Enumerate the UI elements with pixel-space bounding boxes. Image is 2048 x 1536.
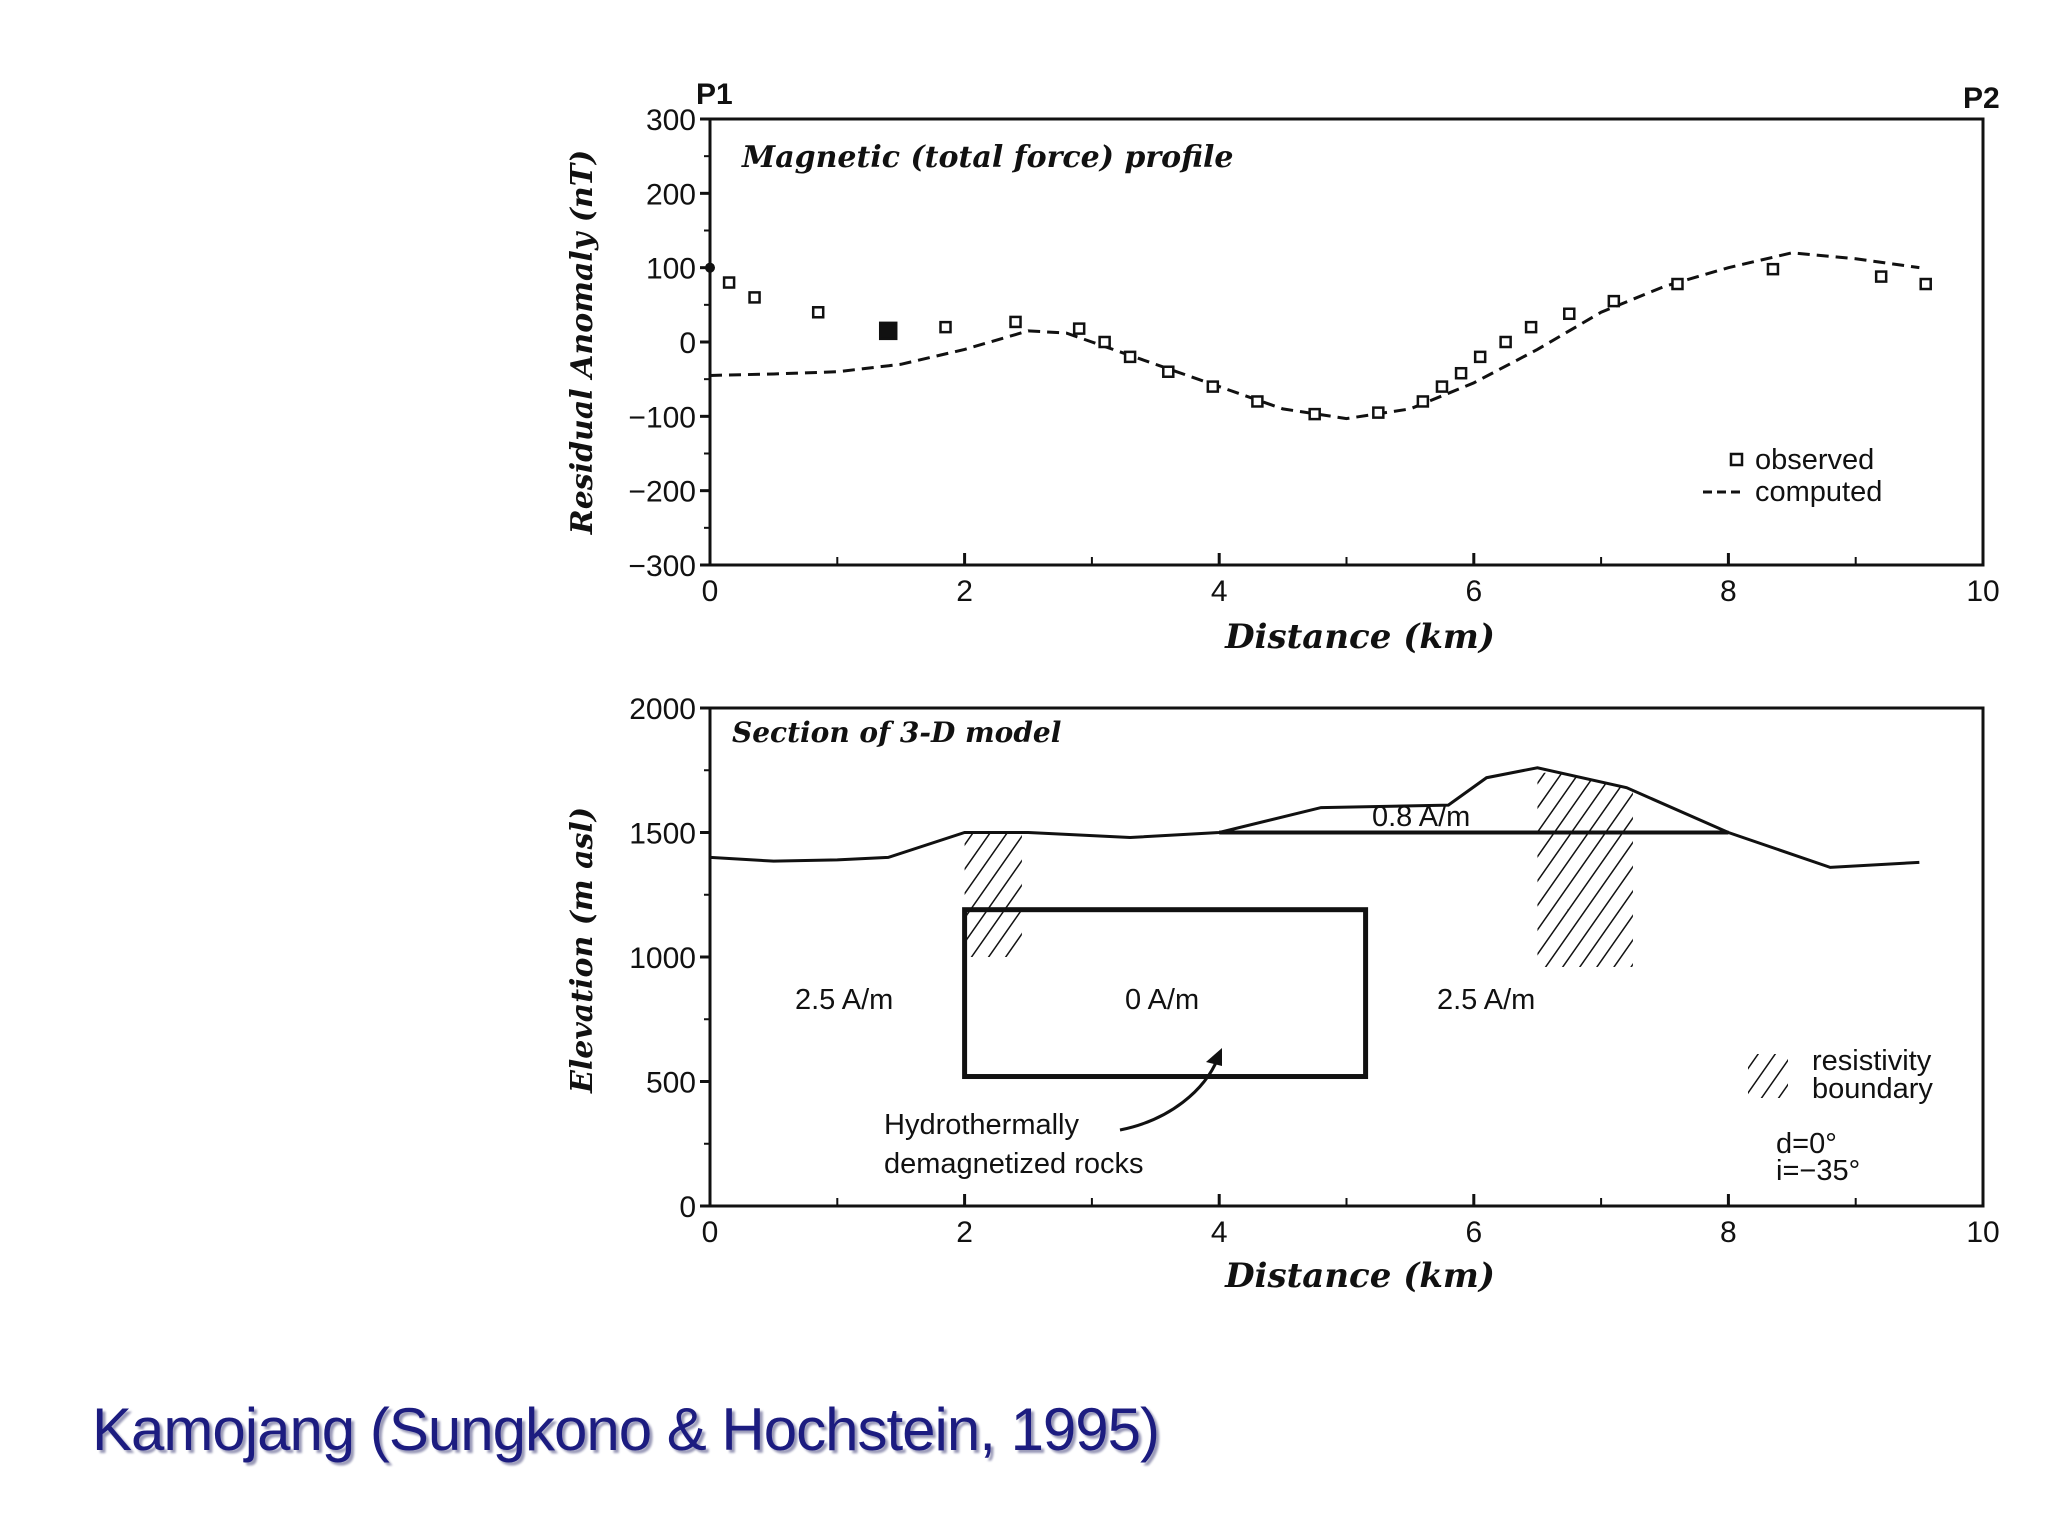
computed-line (709, 251, 1920, 421)
y-tick-label: 0 (679, 327, 696, 360)
y-axis-label: Elevation (m asl) (565, 807, 600, 1094)
observed-point (1607, 294, 1621, 308)
observed-point (811, 306, 825, 319)
body-annotation-line2: demagnetized rocks (884, 1148, 1144, 1180)
y-tick-label: 2000 (629, 693, 696, 726)
y-tick-label: 200 (646, 178, 696, 211)
legend-observed-marker (1729, 452, 1744, 467)
observed-point (1766, 262, 1780, 276)
x-tick-label: 4 (1211, 1216, 1228, 1249)
observed-point (1499, 335, 1512, 349)
x-tick-label: 10 (1966, 575, 1999, 608)
arrow-head (1206, 1048, 1222, 1066)
legend-observed-label: observed (1755, 444, 1874, 476)
x-tick-label: 8 (1720, 1216, 1737, 1249)
y-tick-label: 1000 (629, 942, 696, 975)
x-tick-label: 0 (702, 1216, 719, 1249)
label-p1: P1 (696, 78, 733, 111)
observed-point (1435, 380, 1449, 393)
y-tick-label: 300 (646, 104, 696, 137)
chart-title: Magnetic (total force) profile (741, 140, 1233, 175)
observed-point (878, 321, 898, 341)
observed-point (1473, 350, 1487, 364)
observed-point (722, 276, 736, 289)
observed-point (1563, 307, 1576, 321)
y-tick-label: −200 (628, 476, 696, 509)
demagnetized-body (962, 907, 1369, 1080)
y-tick-label: 0 (679, 1191, 696, 1224)
resistivity-boundary-hatch (1537, 772, 1633, 967)
annotation-arrow (1119, 1057, 1220, 1132)
layer-magnetization-label: 0.8 A/m (1372, 801, 1470, 833)
model-section-chart: 0 2 4 6 8 10 0 500 1000 1500 2000 Section of 3-D m… (565, 693, 2000, 1296)
observed-point (1072, 322, 1086, 335)
y-axis-label: Residual Anomaly (nT) (565, 150, 600, 535)
legend-resistivity-label-1: resistivity (1812, 1045, 1932, 1077)
observed-point (1308, 407, 1321, 421)
figure-caption: Kamojang (Sungkono & Hochstein, 1995) (92, 1396, 1160, 1463)
x-tick-label: 6 (1465, 575, 1482, 608)
label-p2: P2 (1963, 82, 2000, 115)
y-tick-label: −100 (628, 401, 696, 434)
y-tick-label: 1500 (629, 818, 696, 851)
legend-resistivity-label-2: boundary (1812, 1073, 1933, 1105)
observed-point (705, 262, 715, 273)
inclination-label: i=−35° (1776, 1155, 1860, 1187)
observed-point (1416, 395, 1430, 408)
legend-computed-label: computed (1755, 476, 1882, 508)
topography-line (709, 766, 1920, 869)
observed-point (1454, 366, 1468, 380)
x-tick-label: 2 (956, 1216, 973, 1249)
resistivity-boundary-hatch (964, 832, 1022, 957)
observed-point (1671, 277, 1684, 291)
x-tick-label: 4 (1211, 575, 1228, 608)
observed-point (1524, 320, 1538, 334)
legend: observed computed (1703, 444, 1882, 508)
observed-point (939, 320, 952, 334)
x-tick-label: 0 (702, 575, 719, 608)
observed-point (1251, 395, 1264, 408)
left-magnetization-label: 2.5 A/m (795, 984, 893, 1016)
x-tick-label: 8 (1720, 575, 1737, 608)
observed-point (1123, 350, 1137, 364)
declination-label: d=0° (1776, 1128, 1837, 1160)
observed-point (1009, 315, 1022, 329)
x-tick-label: 2 (956, 575, 973, 608)
observed-point (1372, 406, 1385, 419)
right-magnetization-label: 2.5 A/m (1437, 984, 1535, 1016)
observed-point (1874, 270, 1888, 283)
x-tick-label: 6 (1465, 1216, 1482, 1249)
legend-hatch-swatch (1748, 1054, 1788, 1098)
body-magnetization-label: 0 A/m (1125, 984, 1199, 1016)
chart-title: Section of 3-D model (732, 716, 1061, 749)
magnetic-profile-chart: P1 P2 Magnetic (total force) profile Dis… (565, 78, 2000, 657)
y-tick-label: 100 (646, 253, 696, 286)
y-tick-label: 500 (646, 1067, 696, 1100)
observed-point (1098, 335, 1111, 349)
x-axis-label: Distance (km) (1224, 617, 1495, 657)
observed-point (1919, 277, 1932, 291)
observed-point (1206, 380, 1220, 393)
x-axis-label: Distance (km) (1224, 1256, 1495, 1296)
x-tick-label: 10 (1966, 1216, 1999, 1249)
sky-mask (710, 710, 1920, 868)
body-annotation-line1: Hydrothermally (884, 1109, 1079, 1141)
y-tick-label: −300 (628, 550, 696, 583)
observed-point (748, 291, 761, 304)
observed-point (1162, 365, 1175, 378)
